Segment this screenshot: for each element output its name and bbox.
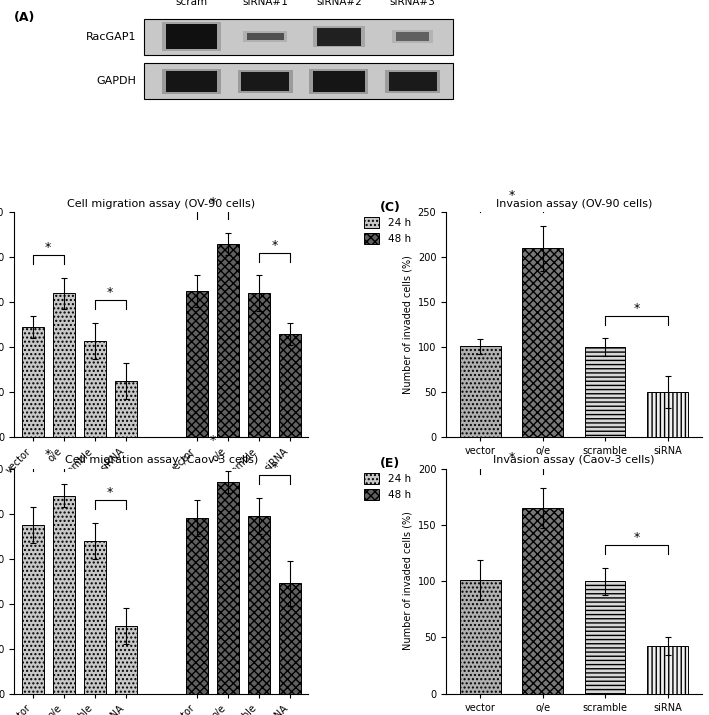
Text: *: * bbox=[272, 461, 277, 474]
Bar bbox=[115, 381, 137, 438]
Bar bbox=[396, 32, 429, 41]
Bar bbox=[241, 72, 289, 92]
Bar bbox=[162, 22, 221, 51]
Bar bbox=[21, 525, 44, 694]
Bar bbox=[217, 482, 239, 694]
Y-axis label: Number of invaded cells (%): Number of invaded cells (%) bbox=[402, 512, 412, 651]
Bar bbox=[389, 72, 437, 92]
Bar bbox=[166, 24, 217, 49]
Bar bbox=[247, 33, 284, 40]
Bar bbox=[166, 71, 217, 92]
Text: GAPDH: GAPDH bbox=[96, 77, 136, 87]
Bar bbox=[647, 646, 688, 694]
Bar bbox=[52, 495, 75, 694]
Bar bbox=[143, 19, 453, 54]
Bar bbox=[238, 70, 293, 93]
Bar bbox=[247, 516, 270, 694]
Bar bbox=[585, 347, 625, 438]
Bar bbox=[460, 346, 501, 438]
Text: scram: scram bbox=[175, 0, 208, 7]
Text: (A): (A) bbox=[14, 11, 35, 24]
Bar bbox=[186, 518, 208, 694]
Bar bbox=[317, 28, 361, 46]
Title: Cell migration assay (Caov-3 cells): Cell migration assay (Caov-3 cells) bbox=[65, 455, 258, 465]
Bar bbox=[243, 31, 287, 42]
Text: *: * bbox=[45, 241, 51, 254]
Text: siRNA#1: siRNA#1 bbox=[242, 0, 288, 7]
Bar bbox=[523, 248, 563, 438]
Text: (C): (C) bbox=[379, 201, 401, 214]
Bar bbox=[52, 293, 75, 438]
Bar bbox=[313, 26, 364, 47]
Bar bbox=[585, 581, 625, 694]
Text: *: * bbox=[633, 302, 640, 315]
Text: *: * bbox=[633, 531, 640, 544]
Bar bbox=[21, 327, 44, 438]
Bar bbox=[460, 580, 501, 694]
Bar bbox=[279, 334, 301, 438]
Legend: 24 h, 48 h: 24 h, 48 h bbox=[359, 469, 415, 505]
Text: siRNA#3: siRNA#3 bbox=[390, 0, 435, 7]
Text: *: * bbox=[209, 434, 216, 447]
Text: *: * bbox=[272, 239, 277, 252]
Bar bbox=[217, 244, 239, 438]
Bar bbox=[309, 69, 369, 94]
Title: Invasion assay (Caov-3 cells): Invasion assay (Caov-3 cells) bbox=[493, 455, 654, 465]
Bar bbox=[143, 64, 453, 99]
Bar bbox=[186, 291, 208, 438]
Bar bbox=[313, 71, 364, 92]
Bar bbox=[392, 31, 433, 43]
Bar bbox=[84, 541, 106, 694]
Y-axis label: Number of invaded cells (%): Number of invaded cells (%) bbox=[402, 255, 412, 394]
Title: Cell migration assay (OV-90 cells): Cell migration assay (OV-90 cells) bbox=[67, 199, 255, 209]
Text: *: * bbox=[508, 451, 515, 464]
Text: *: * bbox=[107, 486, 113, 499]
Bar bbox=[84, 340, 106, 438]
Bar bbox=[279, 583, 301, 694]
Text: siRNA#2: siRNA#2 bbox=[316, 0, 362, 7]
Legend: 24 h, 48 h: 24 h, 48 h bbox=[359, 213, 415, 248]
Text: RacGAP1: RacGAP1 bbox=[86, 31, 136, 41]
Text: *: * bbox=[45, 448, 51, 460]
Bar bbox=[247, 293, 270, 438]
Text: *: * bbox=[209, 196, 216, 209]
Text: (E): (E) bbox=[379, 458, 400, 470]
Text: *: * bbox=[508, 189, 515, 202]
Bar bbox=[647, 393, 688, 438]
Bar bbox=[115, 626, 137, 694]
Title: Invasion assay (OV-90 cells): Invasion assay (OV-90 cells) bbox=[496, 199, 652, 209]
Bar bbox=[385, 70, 440, 93]
Bar bbox=[523, 508, 563, 694]
Text: *: * bbox=[107, 286, 113, 299]
Bar bbox=[162, 69, 221, 94]
